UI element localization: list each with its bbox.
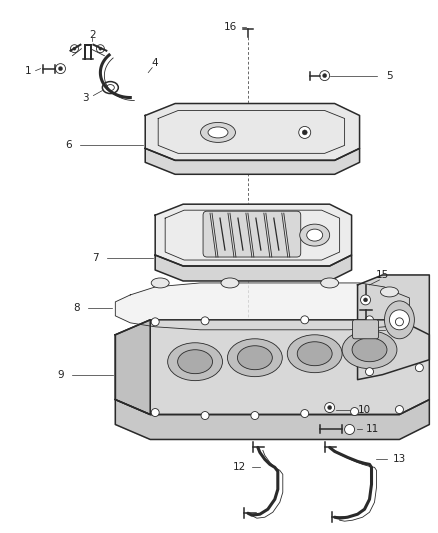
- Ellipse shape: [297, 342, 332, 366]
- Circle shape: [396, 318, 403, 326]
- Circle shape: [350, 408, 359, 416]
- Polygon shape: [115, 320, 150, 415]
- Ellipse shape: [237, 346, 272, 370]
- Ellipse shape: [352, 338, 387, 362]
- Circle shape: [360, 295, 371, 305]
- Ellipse shape: [287, 335, 342, 373]
- Circle shape: [251, 411, 259, 419]
- Text: 13: 13: [393, 455, 406, 464]
- Ellipse shape: [168, 343, 223, 381]
- Circle shape: [151, 409, 159, 416]
- FancyBboxPatch shape: [203, 211, 301, 257]
- Circle shape: [301, 316, 309, 324]
- Circle shape: [73, 47, 76, 50]
- Circle shape: [56, 63, 66, 74]
- Circle shape: [325, 402, 335, 413]
- Text: 16: 16: [223, 22, 237, 32]
- Ellipse shape: [151, 278, 169, 288]
- Text: 5: 5: [386, 70, 393, 80]
- Circle shape: [366, 316, 374, 324]
- Text: 11: 11: [366, 424, 379, 434]
- Text: 2: 2: [89, 30, 96, 40]
- Circle shape: [323, 74, 327, 78]
- Polygon shape: [115, 283, 410, 330]
- Circle shape: [299, 126, 311, 139]
- Text: 3: 3: [82, 93, 89, 102]
- Circle shape: [345, 424, 355, 434]
- Text: 15: 15: [376, 270, 389, 280]
- Polygon shape: [145, 148, 360, 174]
- Circle shape: [71, 45, 78, 53]
- Circle shape: [201, 411, 209, 419]
- Ellipse shape: [307, 229, 323, 241]
- Circle shape: [151, 318, 159, 326]
- Ellipse shape: [106, 85, 114, 91]
- Circle shape: [366, 368, 374, 376]
- Text: 4: 4: [152, 58, 159, 68]
- Circle shape: [320, 71, 330, 80]
- Ellipse shape: [201, 123, 236, 142]
- Polygon shape: [145, 103, 360, 160]
- Ellipse shape: [342, 331, 397, 369]
- Circle shape: [389, 310, 410, 330]
- Text: 12: 12: [233, 462, 247, 472]
- Circle shape: [415, 364, 424, 372]
- Text: 10: 10: [358, 405, 371, 415]
- Ellipse shape: [178, 350, 212, 374]
- Ellipse shape: [385, 301, 414, 339]
- Polygon shape: [155, 204, 352, 266]
- Ellipse shape: [321, 278, 339, 288]
- Circle shape: [96, 45, 104, 53]
- Circle shape: [59, 67, 63, 71]
- Ellipse shape: [221, 278, 239, 288]
- Circle shape: [328, 406, 332, 409]
- Circle shape: [364, 298, 367, 302]
- Ellipse shape: [208, 127, 228, 138]
- Text: 1: 1: [25, 66, 32, 76]
- Text: 8: 8: [73, 303, 80, 313]
- Polygon shape: [115, 320, 429, 415]
- Text: 7: 7: [92, 253, 99, 263]
- Ellipse shape: [102, 82, 118, 94]
- Text: 6: 6: [65, 140, 72, 150]
- Text: 9: 9: [57, 370, 64, 379]
- Circle shape: [99, 47, 102, 50]
- FancyBboxPatch shape: [353, 320, 378, 339]
- Text: 14: 14: [391, 325, 404, 335]
- Polygon shape: [357, 275, 429, 379]
- Ellipse shape: [381, 287, 399, 297]
- Ellipse shape: [227, 339, 283, 377]
- Circle shape: [301, 409, 309, 417]
- Circle shape: [396, 406, 403, 414]
- Polygon shape: [115, 400, 429, 439]
- Circle shape: [201, 317, 209, 325]
- Polygon shape: [155, 255, 352, 281]
- Circle shape: [302, 130, 307, 135]
- Ellipse shape: [300, 224, 330, 246]
